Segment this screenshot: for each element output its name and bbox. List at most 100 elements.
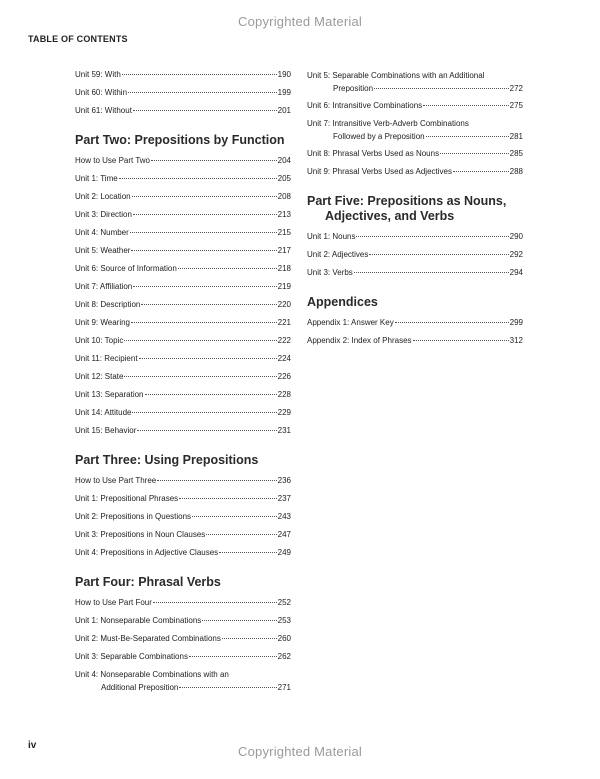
dot-leader xyxy=(118,178,277,179)
dot-leader xyxy=(124,340,277,341)
toc-entry[interactable]: Unit 9: Phrasal Verbs Used as Adjectives… xyxy=(307,163,523,181)
entry-page-number: 292 xyxy=(509,250,523,259)
entry-row: Unit 8: Description 220 xyxy=(75,296,291,314)
entry-row: Appendix 2: Index of Phrases 312 xyxy=(307,332,523,350)
toc-entry[interactable]: Unit 8: Phrasal Verbs Used as Nouns 285 xyxy=(307,145,523,163)
toc-section: Part Four: Phrasal Verbs How to Use Part … xyxy=(75,575,291,696)
entry-title: Unit 6: Source of Information xyxy=(75,264,177,273)
entry-title: Preposition xyxy=(333,83,374,93)
toc-entry[interactable]: Unit 3: Direction 213 xyxy=(75,206,291,224)
toc-entry[interactable]: Unit 10: Topic 222 xyxy=(75,332,291,350)
entry-row: Unit 10: Topic 222 xyxy=(75,332,291,350)
toc-entry[interactable]: Unit 11: Recipient 224 xyxy=(75,350,291,368)
toc-entry[interactable]: Unit 6: Intransitive Combinations 275 xyxy=(307,97,523,115)
entry-page-number: 217 xyxy=(277,246,291,255)
dot-leader xyxy=(369,254,509,255)
entry-page-number: 271 xyxy=(277,682,291,692)
entry-row: Unit 3: Verbs 294 xyxy=(307,264,523,282)
entry-page-number: 226 xyxy=(277,372,291,381)
entry-page-number: 231 xyxy=(277,426,291,435)
entry-row: Unit 4: Prepositions in Adjective Clause… xyxy=(75,544,291,562)
entry-row: How to Use Part Three 236 xyxy=(75,472,291,490)
page-number: iv xyxy=(28,740,37,751)
toc-entry[interactable]: Unit 1: Nonseparable Combinations 253 xyxy=(75,612,291,630)
toc-entry[interactable]: Unit 4: Number 215 xyxy=(75,224,291,242)
entry-page-number: 281 xyxy=(509,131,523,141)
dot-leader xyxy=(394,322,509,323)
toc-entry[interactable]: Unit 13: Separation 228 xyxy=(75,386,291,404)
entry-title: Unit 8: Phrasal Verbs Used as Nouns xyxy=(307,149,440,158)
running-head: TABLE OF CONTENTS xyxy=(28,34,128,44)
dot-leader xyxy=(121,74,277,75)
entry-title: Unit 4: Nonseparable Combinations with a… xyxy=(75,670,229,679)
dot-leader xyxy=(144,394,277,395)
toc-entry[interactable]: Unit 12: State 226 xyxy=(75,368,291,386)
entry-row: Unit 5: Weather 217 xyxy=(75,242,291,260)
entry-title: Unit 13: Separation xyxy=(75,390,144,399)
entry-row: Unit 13: Separation 228 xyxy=(75,386,291,404)
dot-leader xyxy=(206,534,277,535)
dot-leader xyxy=(131,196,277,197)
toc-entry[interactable]: Unit 7: Affiliation 219 xyxy=(75,278,291,296)
toc-entry[interactable]: Unit 1: Nouns 290 xyxy=(307,228,523,246)
toc-entry[interactable]: Appendix 1: Answer Key 299 xyxy=(307,314,523,332)
entry-page-number: 190 xyxy=(277,70,291,79)
entry-row: Unit 1: Nouns 290 xyxy=(307,228,523,246)
toc-entry[interactable]: Unit 5: Weather 217 xyxy=(75,242,291,260)
toc-entry[interactable]: Unit 8: Description 220 xyxy=(75,296,291,314)
toc-entry[interactable]: Unit 15: Behavior 231 xyxy=(75,422,291,440)
toc-entry[interactable]: Unit 2: Location 208 xyxy=(75,188,291,206)
toc-entry[interactable]: Unit 2: Must-Be-Separated Combinations 26… xyxy=(75,630,291,648)
entry-title: How to Use Part Two xyxy=(75,156,150,165)
entry-row: Unit 6: Intransitive Combinations 275 xyxy=(307,97,523,115)
toc-left-column: Unit 59: With 190 Unit 60: Within 199 Unit 6… xyxy=(75,66,291,709)
entry-row: Unit 8: Phrasal Verbs Used as Nouns 285 xyxy=(307,145,523,163)
entry-row: Unit 4: Number 215 xyxy=(75,224,291,242)
section-heading-line: Part Three: Using Prepositions xyxy=(75,453,259,467)
entry-page-number: 262 xyxy=(277,652,291,661)
entry-page-number: 252 xyxy=(277,598,291,607)
toc-entry[interactable]: Appendix 2: Index of Phrases 312 xyxy=(307,332,523,350)
dot-leader xyxy=(132,412,277,413)
toc-entry[interactable]: Unit 60: Within 199 xyxy=(75,84,291,102)
toc-entry[interactable]: How to Use Part Two 204 xyxy=(75,152,291,170)
entry-page-number: 219 xyxy=(277,282,291,291)
toc-entry[interactable]: Unit 3: Prepositions in Noun Clauses 247 xyxy=(75,526,291,544)
entry-page-number: 205 xyxy=(277,174,291,183)
toc-entry[interactable]: Unit 1: Time 205 xyxy=(75,170,291,188)
watermark-top: Copyrighted Material xyxy=(238,14,362,29)
entry-row: Unit 9: Phrasal Verbs Used as Adjectives… xyxy=(307,163,523,181)
toc-entry[interactable]: Unit 9: Wearing 221 xyxy=(75,314,291,332)
toc-entry[interactable]: How to Use Part Three 236 xyxy=(75,472,291,490)
entry-page-number: 249 xyxy=(277,548,291,557)
toc-entry[interactable]: Unit 2: Prepositions in Questions 243 xyxy=(75,508,291,526)
entry-row: Unit 2: Must-Be-Separated Combinations 26… xyxy=(75,630,291,648)
entry-title: Unit 2: Adjectives xyxy=(307,250,369,259)
toc-entry[interactable]: Unit 4: Prepositions in Adjective Clause… xyxy=(75,544,291,562)
toc-entry[interactable]: Unit 61: Without 201 xyxy=(75,102,291,120)
dot-leader xyxy=(179,498,277,499)
dot-leader xyxy=(219,552,277,553)
entry-title: Unit 1: Prepositional Phrases xyxy=(75,494,179,503)
entry-row: Unit 2: Prepositions in Questions 243 xyxy=(75,508,291,526)
toc-entry[interactable]: Unit 59: With 190 xyxy=(75,66,291,84)
toc-entry[interactable]: Unit 6: Source of Information 218 xyxy=(75,260,291,278)
entry-page-number: 288 xyxy=(509,167,523,176)
toc-entry[interactable]: Unit 3: Separable Combinations 262 xyxy=(75,648,291,666)
toc-entry[interactable]: Unit 7: Intransitive Verb-Adverb Combina… xyxy=(307,115,523,145)
entry-page-number: 243 xyxy=(277,512,291,521)
entry-title: Unit 3: Separable Combinations xyxy=(75,652,188,661)
toc-entry[interactable]: Unit 5: Separable Combinations with an A… xyxy=(307,67,523,97)
toc-entry[interactable]: Unit 1: Prepositional Phrases 237 xyxy=(75,490,291,508)
dot-leader xyxy=(124,376,277,377)
toc-entry[interactable]: Unit 14: Attitude 229 xyxy=(75,404,291,422)
entry-row: Unit 2: Adjectives 292 xyxy=(307,246,523,264)
dot-leader xyxy=(221,638,277,639)
toc-entry[interactable]: How to Use Part Four 252 xyxy=(75,594,291,612)
entry-page-number: 228 xyxy=(277,390,291,399)
toc-entry[interactable]: Unit 4: Nonseparable Combinations with a… xyxy=(75,666,291,696)
toc-entry[interactable]: Unit 2: Adjectives 292 xyxy=(307,246,523,264)
entry-title: Unit 1: Time xyxy=(75,174,118,183)
entry-row: Unit 15: Behavior 231 xyxy=(75,422,291,440)
toc-entry[interactable]: Unit 3: Verbs 294 xyxy=(307,264,523,282)
